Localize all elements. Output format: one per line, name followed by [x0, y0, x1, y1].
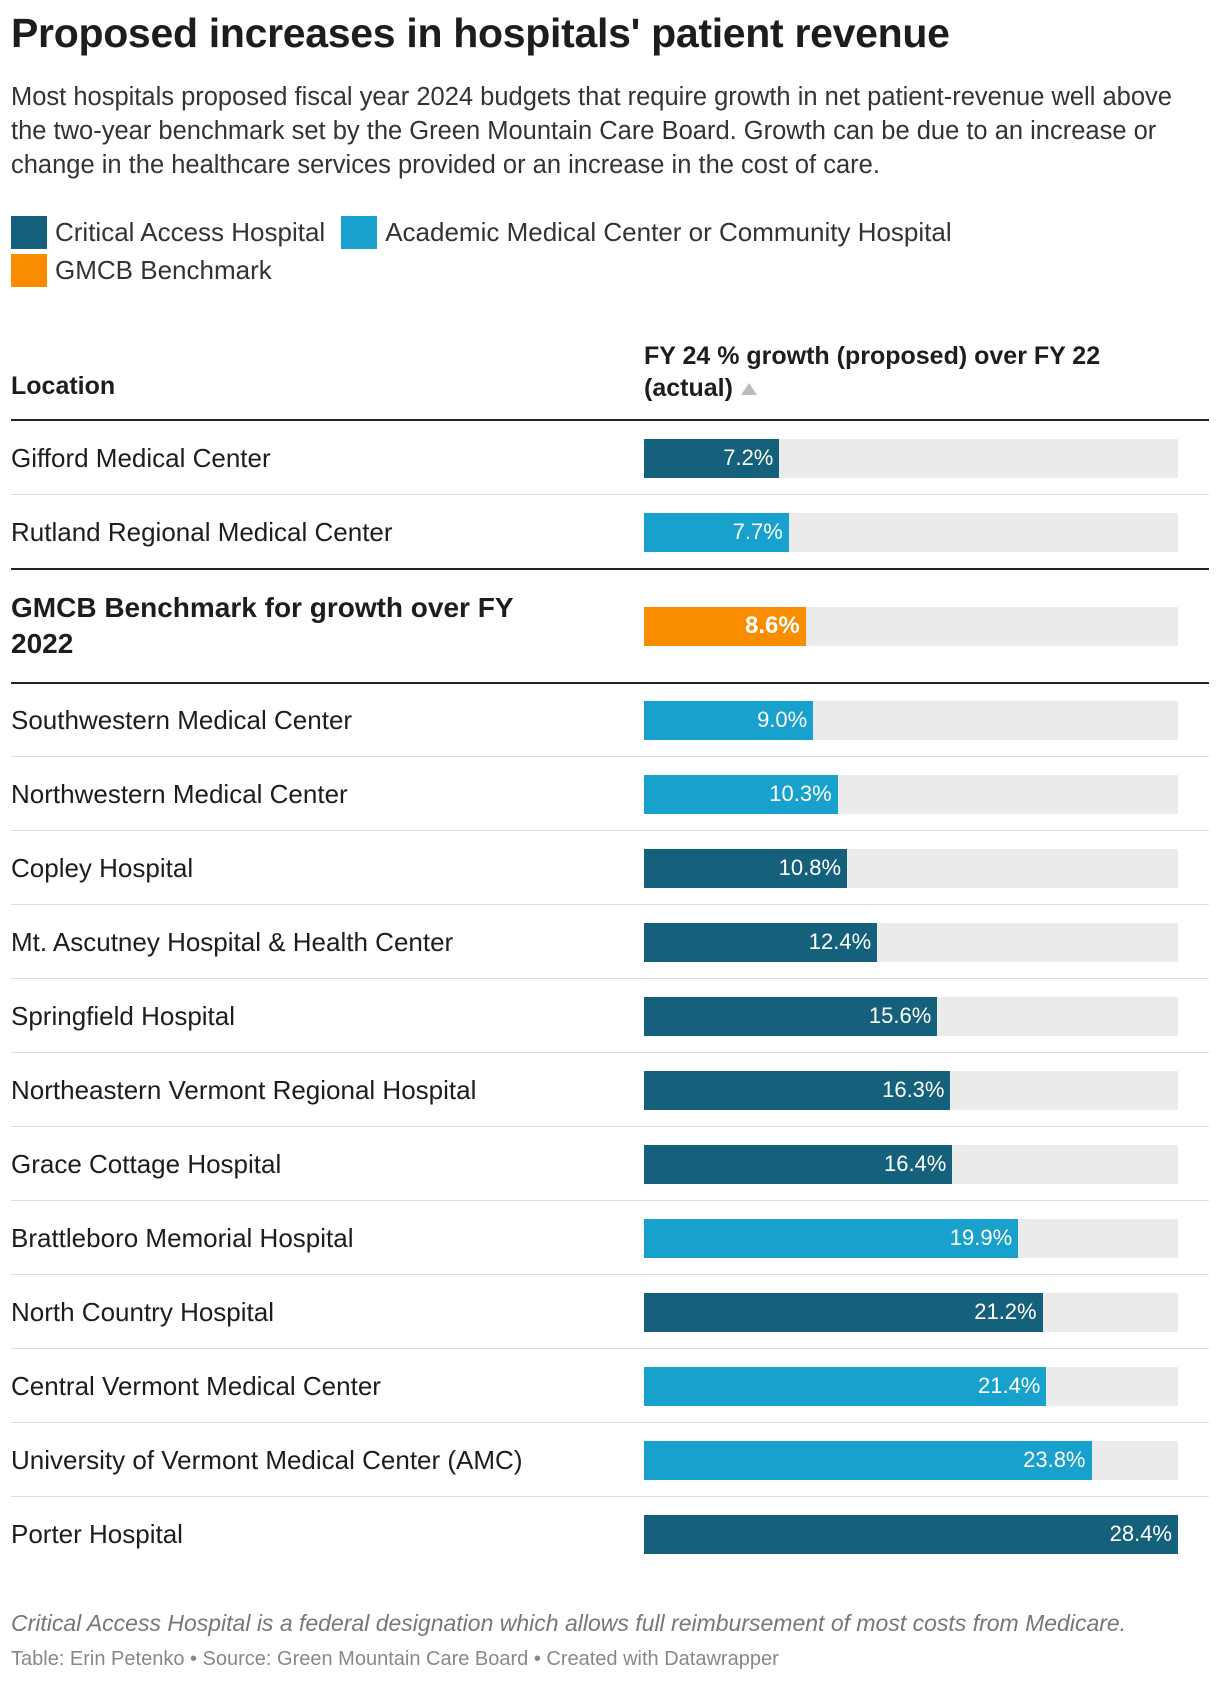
- table-row: North Country Hospital 21.2%: [0, 1275, 1220, 1349]
- bar: 10.8%: [644, 848, 848, 888]
- header-rule: [11, 419, 1209, 421]
- row-label: Copley Hospital: [11, 852, 194, 883]
- source: Table: Erin Petenko • Source: Green Moun…: [11, 1648, 779, 1670]
- value-label: 19.9%: [949, 1225, 1013, 1250]
- note: Critical Access Hospital is a federal de…: [11, 1610, 1127, 1636]
- row-label: Rutland Regional Medical Center: [11, 516, 393, 547]
- bar: 23.8%: [644, 1440, 1092, 1480]
- legend-label: Academic Medical Center or Community Hos…: [385, 216, 952, 247]
- value-label: 10.8%: [778, 855, 842, 880]
- legend-item: GMCB Benchmark: [11, 254, 272, 288]
- bar: 21.2%: [644, 1292, 1043, 1332]
- value-label: 21.2%: [974, 1299, 1037, 1324]
- row-rule: [11, 568, 1209, 570]
- row-label: Northeastern Vermont Regional Hospital: [11, 1074, 477, 1105]
- table-row: Southwestern Medical Center 9.0%: [0, 683, 1220, 757]
- row-label: Brattleboro Memorial Hospital: [11, 1222, 354, 1253]
- value-label: 10.3%: [769, 781, 832, 806]
- row-label: Southwestern Medical Center: [11, 704, 353, 735]
- row-rule: [11, 1200, 1209, 1201]
- row-label: Springfield Hospital: [11, 1000, 236, 1031]
- column-header-text: FY 24 % growth (proposed) over FY 22 (ac…: [644, 342, 1101, 402]
- row-rule: [11, 1274, 1209, 1275]
- bar: 7.7%: [644, 512, 789, 552]
- value-label: 23.8%: [1023, 1447, 1086, 1472]
- row-rule: [11, 1126, 1209, 1127]
- bar: 15.6%: [644, 996, 938, 1036]
- table-row: Northeastern Vermont Regional Hospital 16…: [0, 1053, 1220, 1127]
- legend-swatch: [11, 254, 47, 287]
- row-rule: [11, 494, 1209, 495]
- row-rule: [11, 904, 1209, 905]
- table-row: Grace Cottage Hospital 16.4%: [0, 1127, 1220, 1201]
- row-label: Grace Cottage Hospital: [11, 1148, 282, 1179]
- row-rule: [11, 978, 1209, 979]
- legend-swatch: [11, 215, 47, 249]
- legend-item: Critical Access Hospital: [11, 215, 325, 249]
- value-label: 8.6%: [745, 612, 800, 639]
- row-rule: [11, 682, 1209, 684]
- row-label: Mt. Ascutney Hospital & Health Center: [11, 926, 454, 957]
- bar: 9.0%: [644, 700, 814, 740]
- row-rule: [11, 830, 1209, 831]
- bar: 10.3%: [644, 774, 838, 814]
- value-label: 15.6%: [868, 1003, 932, 1028]
- row-label: North Country Hospital: [11, 1296, 274, 1327]
- column-header: Location: [11, 372, 116, 400]
- table-row: Springfield Hospital 15.6%: [0, 979, 1220, 1053]
- row-label: Porter Hospital: [11, 1518, 183, 1549]
- value-label: 16.4%: [883, 1151, 947, 1176]
- bar: 12.4%: [644, 922, 878, 962]
- table-row: GMCB Benchmark for growth over FY 2022 8.…: [0, 569, 1220, 683]
- bar: 28.4%: [644, 1514, 1178, 1554]
- bar: 16.3%: [644, 1070, 951, 1110]
- legend-label: Critical Access Hospital: [55, 216, 326, 247]
- table-row: Brattleboro Memorial Hospital 19.9%: [0, 1201, 1220, 1275]
- row-label: Central Vermont Medical Center: [11, 1370, 381, 1401]
- value-label: 12.4%: [808, 929, 872, 954]
- bar: 21.4%: [644, 1366, 1047, 1406]
- value-label: 16.3%: [882, 1077, 945, 1102]
- table-row: Porter Hospital 28.4%: [0, 1497, 1220, 1571]
- table-row: Central Vermont Medical Center 21.4%: [0, 1349, 1220, 1423]
- legend-label: GMCB Benchmark: [55, 255, 272, 285]
- value-label: 7.7%: [732, 519, 783, 544]
- row-rule: [11, 1422, 1209, 1423]
- legend-item: Academic Medical Center or Community Hos…: [341, 215, 952, 249]
- row-rule: [11, 1496, 1209, 1497]
- legend-swatch: [341, 215, 378, 249]
- bar: 7.2%: [644, 438, 780, 478]
- row-rule: [11, 1052, 1209, 1053]
- value-label: 7.2%: [723, 445, 774, 470]
- row-rule: [11, 756, 1209, 757]
- table-row: Mt. Ascutney Hospital & Health Center 12.…: [0, 905, 1220, 979]
- sort-icon[interactable]: [740, 382, 758, 396]
- row-label: Gifford Medical Center: [11, 442, 271, 473]
- bar: 8.6%: [644, 606, 806, 646]
- table-row: Gifford Medical Center 7.2%: [0, 421, 1220, 495]
- row-label: Northwestern Medical Center: [11, 778, 348, 809]
- row-label: GMCB Benchmark for growth over FY 2022: [11, 592, 514, 659]
- value-label: 28.4%: [1109, 1521, 1172, 1546]
- table-row: Rutland Regional Medical Center 7.7%: [0, 495, 1220, 569]
- bar: 19.9%: [644, 1218, 1019, 1258]
- value-label: 21.4%: [977, 1373, 1041, 1398]
- table-row: University of Vermont Medical Center (AM…: [0, 1423, 1220, 1497]
- value-label: 9.0%: [757, 707, 808, 732]
- table-row: Copley Hospital 10.8%: [0, 831, 1220, 905]
- bar: 16.4%: [644, 1144, 953, 1184]
- row-rule: [11, 1348, 1209, 1349]
- table-row: Northwestern Medical Center 10.3%: [0, 757, 1220, 831]
- title: Proposed increases in hospitals' patient…: [11, 10, 950, 56]
- subtitle: Most hospitals proposed fiscal year 2024…: [11, 83, 1172, 179]
- legend: Critical Access Hospital Academic Medical…: [11, 215, 1211, 292]
- row-label: University of Vermont Medical Center (AM…: [11, 1444, 523, 1475]
- column-header: FY 24 % growth (proposed) over FY 22 (ac…: [644, 340, 1164, 404]
